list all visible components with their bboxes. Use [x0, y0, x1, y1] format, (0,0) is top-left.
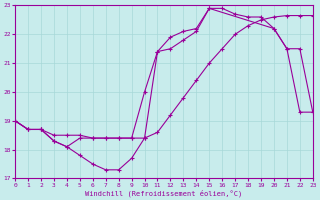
X-axis label: Windchill (Refroidissement éolien,°C): Windchill (Refroidissement éolien,°C): [85, 189, 243, 197]
